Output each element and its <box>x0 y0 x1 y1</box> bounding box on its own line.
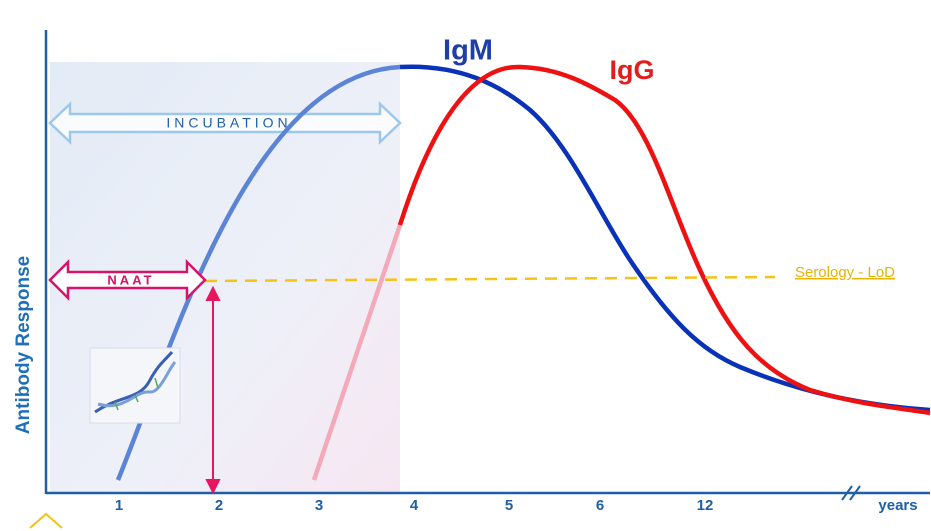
igg-curve-early <box>311 224 403 481</box>
x-tick-label: 3 <box>315 497 323 514</box>
y-axis-label: Antibody Response <box>13 256 34 434</box>
axis-break <box>841 485 861 501</box>
igm-curve <box>399 64 931 413</box>
corner-mark <box>29 512 63 529</box>
naat-label: NAAT <box>107 272 154 287</box>
detection-arrow <box>205 285 221 495</box>
lod-label: Serology - LoD <box>795 264 895 281</box>
x-tick-label: 4 <box>410 497 419 514</box>
igg-label: IgG <box>610 55 655 85</box>
x-tick-label: 6 <box>596 497 604 514</box>
x-tick-label: 2 <box>215 497 223 514</box>
x-tick-label: 12 <box>697 497 714 514</box>
x-tick-label: 5 <box>505 497 513 514</box>
x-tick-label: 1 <box>115 497 123 514</box>
incubation-label: INCUBATION <box>166 115 291 131</box>
x-unit: years <box>878 497 917 514</box>
igg-curve <box>397 64 931 416</box>
incubation-arrow <box>48 101 402 145</box>
igm-label: IgM <box>443 35 493 67</box>
dna-icon <box>89 347 181 424</box>
naat-arrow <box>48 258 207 302</box>
lod-line <box>204 275 776 283</box>
